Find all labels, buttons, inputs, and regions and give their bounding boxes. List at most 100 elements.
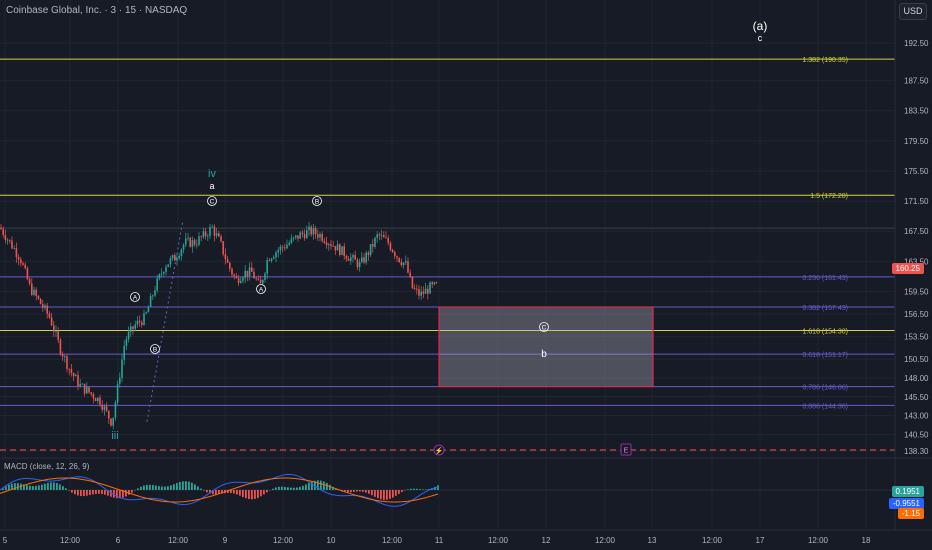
macd-histogram-bar [56, 483, 58, 490]
macd-histogram-bar [377, 490, 379, 499]
candle-body [365, 252, 367, 263]
currency-button[interactable]: USD [899, 3, 927, 20]
candle-body [11, 240, 13, 249]
candle-body [358, 262, 361, 268]
candle-body [178, 256, 180, 259]
candle-body [182, 244, 185, 250]
candle-body [253, 271, 255, 279]
candle-body [429, 282, 431, 294]
macd-histogram-bar [125, 490, 127, 497]
price-tick-label: 143.00 [904, 412, 929, 421]
candle-body [306, 230, 308, 239]
macd-histogram-bar [65, 488, 67, 490]
candle-body [275, 252, 277, 258]
macd-histogram-bar [149, 484, 151, 490]
candle-body [70, 369, 73, 374]
macd-histogram-bar [233, 490, 235, 494]
candle-body [24, 264, 26, 269]
time-tick-label: 12:00 [168, 536, 189, 545]
candle-body [79, 383, 81, 387]
macd-histogram-bar [383, 490, 385, 500]
macd-histogram-bar [317, 480, 319, 490]
price-tick-label: 159.50 [904, 287, 929, 296]
candle-body [266, 260, 268, 274]
candle-body [112, 417, 114, 426]
candle-body [226, 259, 229, 263]
wave-circle-c2 [539, 322, 549, 332]
candle-body [398, 257, 400, 263]
candle-body [116, 383, 119, 403]
price-tick-label: 148.00 [904, 374, 929, 383]
candle-body [396, 256, 398, 258]
macd-histogram-bar [392, 490, 394, 498]
candle-body [431, 282, 433, 285]
candle-body [145, 312, 147, 314]
macd-histogram-bar [146, 484, 148, 490]
candle-body [363, 257, 365, 263]
candle-body [284, 247, 286, 249]
event-icon [433, 444, 445, 456]
current-price-tag: 160.25 [891, 263, 924, 274]
candle-body [268, 260, 271, 262]
candle-body [330, 244, 332, 246]
candle-body [207, 235, 209, 237]
macd-histogram-bar [59, 484, 61, 490]
price-tick-label: 175.50 [904, 167, 929, 176]
candle-body [215, 233, 218, 236]
macd-histogram-bar [296, 487, 298, 490]
macd-histogram-bar [413, 488, 415, 490]
candle-body [46, 305, 48, 314]
candle-body [119, 377, 121, 384]
candle-body [185, 238, 187, 245]
candle-body [160, 273, 163, 275]
candle-body [28, 279, 31, 284]
candle-body [297, 235, 299, 239]
macd-histogram-bar [419, 489, 421, 490]
candle-body [259, 279, 262, 284]
fib-level-label: 0.786 (146.86) [802, 385, 848, 392]
macd-histogram-bar [32, 486, 34, 490]
candle-body [244, 270, 246, 278]
macd-histogram-bar [188, 481, 190, 490]
macd-histogram-bar [326, 482, 328, 490]
candle-body [64, 356, 66, 358]
macd-histogram-bar [98, 490, 100, 494]
candle-body [270, 258, 273, 261]
candle-body [132, 326, 134, 329]
candle-body [405, 261, 407, 263]
macd-histogram-bar [389, 490, 391, 499]
macd-histogram-bar [173, 484, 175, 490]
candle-body [136, 320, 139, 325]
macd-histogram-bar [23, 484, 25, 490]
macd-indicator-label[interactable]: MACD (close, 12, 26, 9) [4, 462, 90, 471]
macd-histogram-bar [218, 490, 220, 495]
candle-body [187, 237, 189, 239]
macd-histogram-bar [83, 490, 85, 497]
candle-body [420, 291, 422, 296]
macd-histogram-bar [92, 490, 94, 495]
price-tick-label: 171.50 [904, 197, 929, 206]
price-tick-label: 150.50 [904, 355, 929, 364]
candle-body [123, 345, 125, 360]
candle-body [424, 288, 427, 294]
macd-histogram-bar [176, 483, 178, 490]
candle-body [204, 231, 207, 237]
candle-body [354, 255, 356, 260]
macd-histogram-bar [416, 488, 418, 490]
macd-histogram-bar [47, 482, 49, 490]
time-tick-label: 12:00 [273, 536, 294, 545]
price-tick-label: 153.50 [904, 333, 929, 342]
price-tick-label: 179.50 [904, 137, 929, 146]
candle-body [77, 375, 79, 387]
candle-body [231, 268, 233, 275]
candle-body [121, 359, 123, 378]
candle-body [158, 274, 161, 279]
macd-histogram-bar [362, 490, 364, 492]
candle-body [314, 228, 317, 235]
candle-body [165, 266, 167, 273]
price-tick-label: 156.50 [904, 310, 929, 319]
fib-level-label: 0.886 (144.36) [802, 403, 848, 410]
candle-body [264, 273, 266, 280]
macd-histogram-bar [356, 490, 358, 492]
